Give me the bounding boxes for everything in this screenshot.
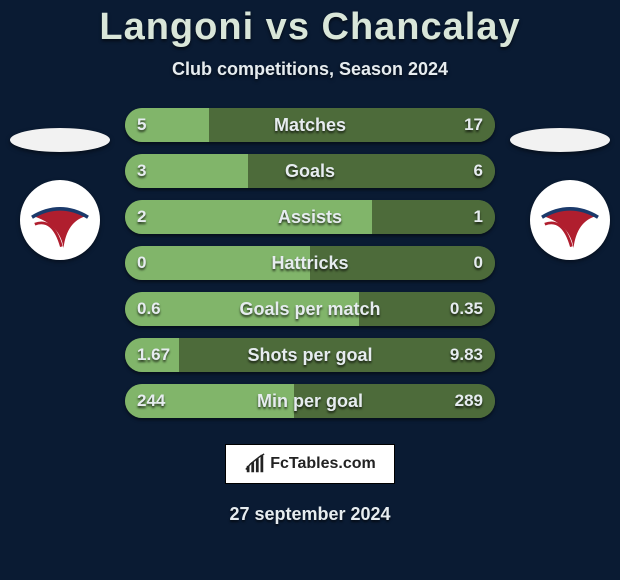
brand-box[interactable]: FcTables.com bbox=[225, 444, 395, 484]
stat-label: Goals bbox=[125, 154, 495, 188]
stat-bar: 0Hattricks0 bbox=[125, 246, 495, 280]
date-label: 27 september 2024 bbox=[229, 504, 390, 525]
stats-bar-list: 5Matches17 3Goals6 2Assists1 0Hattricks0 0.6… bbox=[125, 108, 495, 418]
club-crest-icon bbox=[25, 185, 95, 255]
stat-value-right: 1 bbox=[474, 200, 483, 234]
stat-value-right: 289 bbox=[455, 384, 483, 418]
club-crest-icon bbox=[535, 185, 605, 255]
stat-value-right: 0.35 bbox=[450, 292, 483, 326]
stat-bar: 0.6Goals per match0.35 bbox=[125, 292, 495, 326]
player1-club-badge bbox=[20, 180, 100, 260]
stat-label: Min per goal bbox=[125, 384, 495, 418]
player1-flag-icon bbox=[10, 128, 110, 152]
page-title: Langoni vs Chancalay bbox=[99, 6, 520, 49]
stat-label: Assists bbox=[125, 200, 495, 234]
stat-bar: 1.67Shots per goal9.83 bbox=[125, 338, 495, 372]
player2-club-badge bbox=[530, 180, 610, 260]
stat-bar: 3Goals6 bbox=[125, 154, 495, 188]
brand-chart-icon bbox=[244, 453, 266, 475]
stat-label: Goals per match bbox=[125, 292, 495, 326]
stat-bar: 2Assists1 bbox=[125, 200, 495, 234]
subtitle: Club competitions, Season 2024 bbox=[172, 59, 448, 80]
stat-value-right: 9.83 bbox=[450, 338, 483, 372]
stat-bar: 5Matches17 bbox=[125, 108, 495, 142]
brand-label: FcTables.com bbox=[270, 455, 376, 473]
stat-label: Shots per goal bbox=[125, 338, 495, 372]
stat-label: Matches bbox=[125, 108, 495, 142]
player2-flag-icon bbox=[510, 128, 610, 152]
stat-value-right: 6 bbox=[474, 154, 483, 188]
stat-value-right: 17 bbox=[464, 108, 483, 142]
stat-label: Hattricks bbox=[125, 246, 495, 280]
stat-bar: 244Min per goal289 bbox=[125, 384, 495, 418]
stat-value-right: 0 bbox=[474, 246, 483, 280]
infographic-content: Langoni vs Chancalay Club competitions, … bbox=[0, 0, 620, 580]
